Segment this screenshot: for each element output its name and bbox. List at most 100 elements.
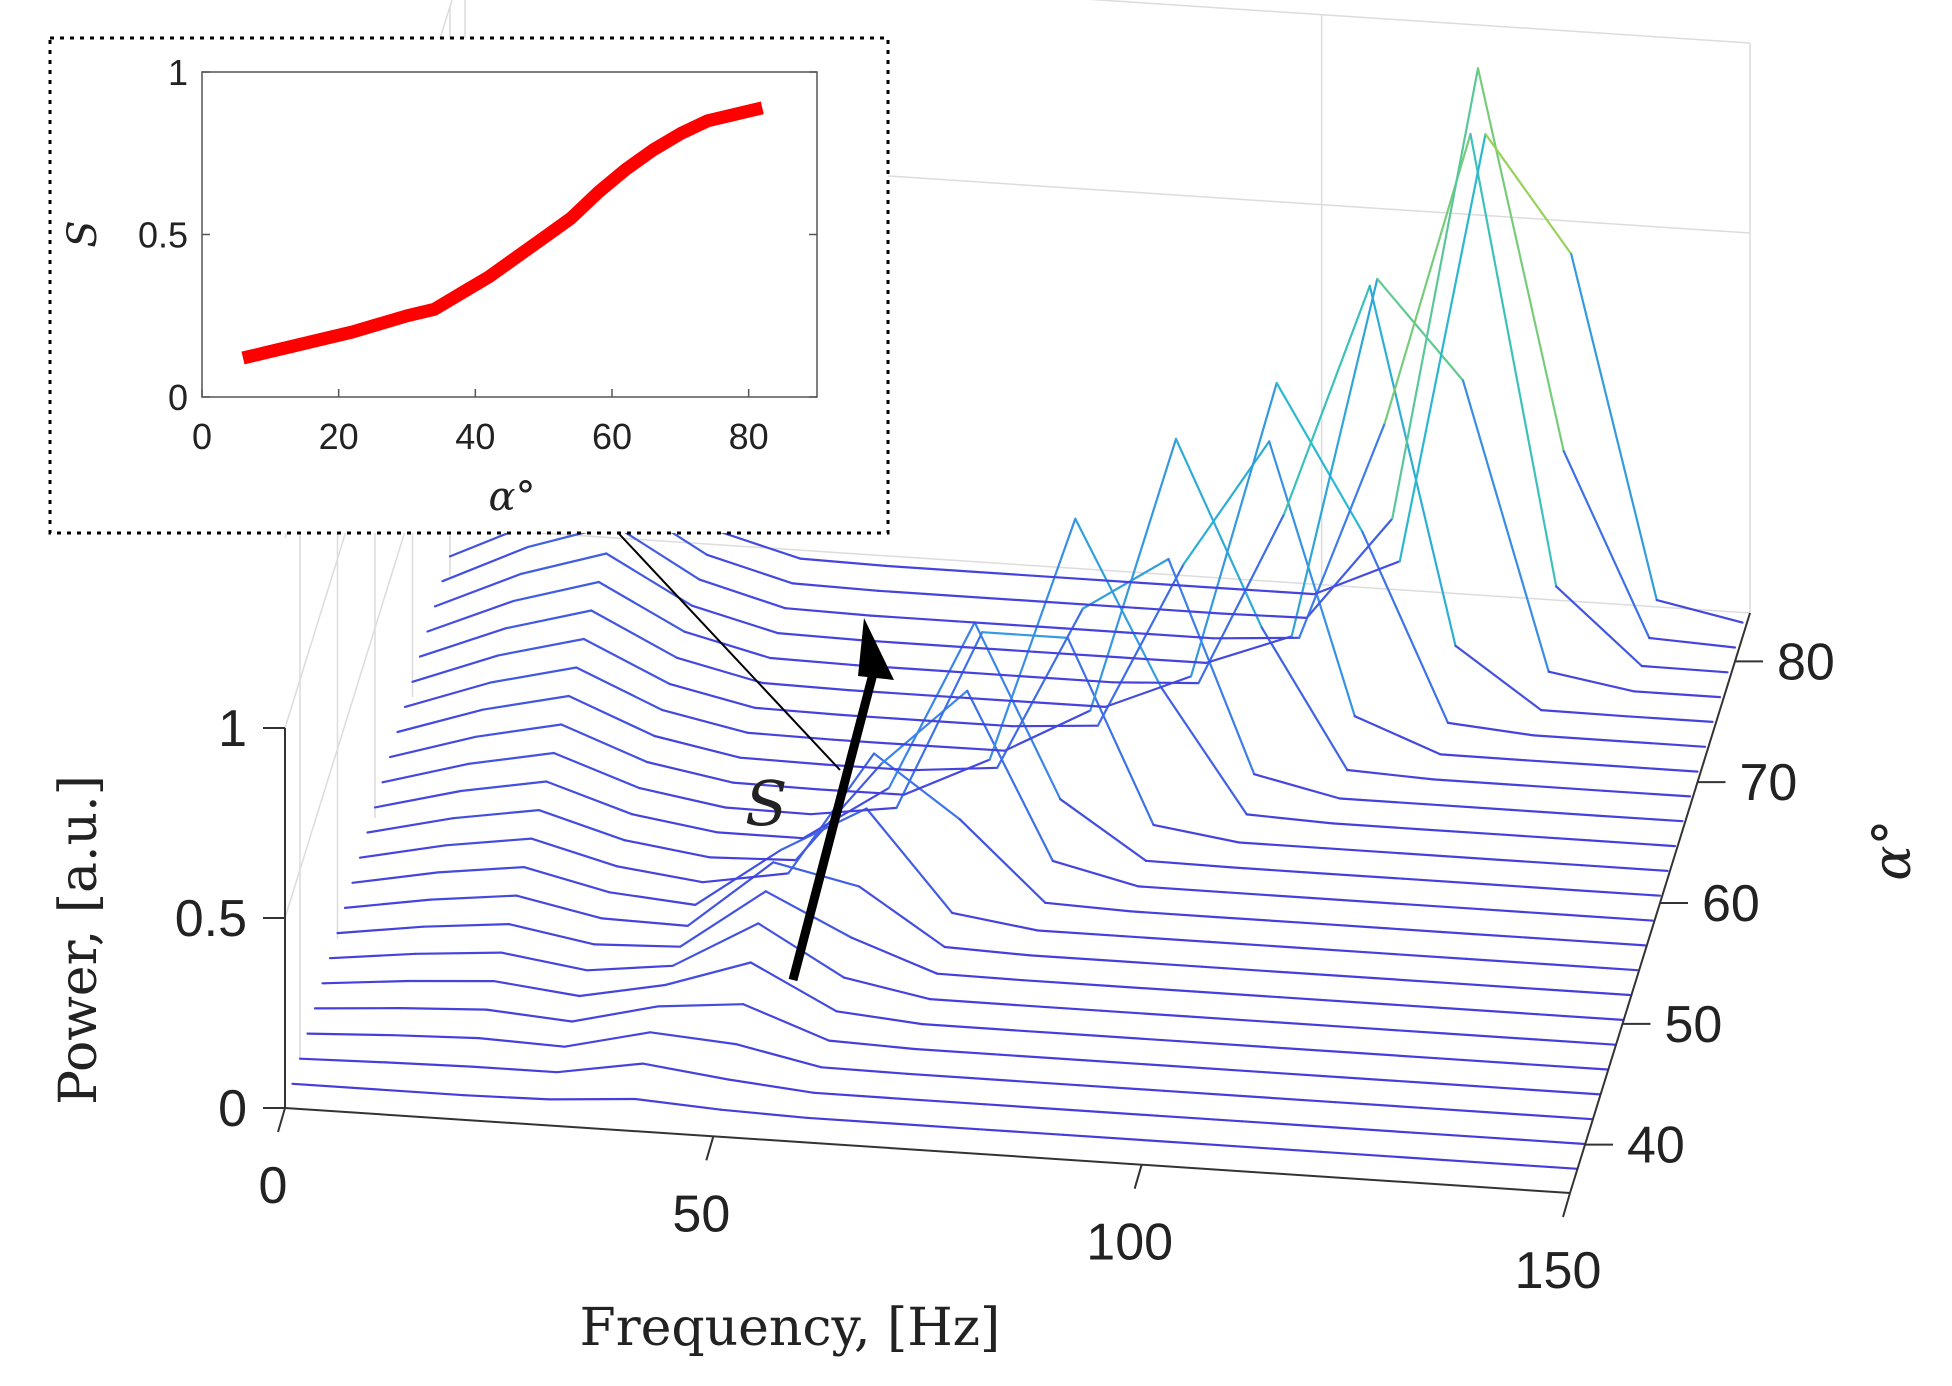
waterfall-segment: [731, 781, 820, 791]
waterfall-segment: [411, 654, 500, 683]
waterfall-segment: [608, 891, 697, 907]
waterfall-segment: [474, 723, 563, 738]
waterfall-segment: [1535, 1013, 1624, 1022]
waterfall-segment: [1033, 650, 1122, 659]
waterfall-segment: [754, 706, 842, 717]
waterfall-segment: [690, 604, 779, 635]
waterfall-segment: [1409, 852, 1498, 861]
waterfall-segment: [1550, 963, 1639, 972]
waterfall-segment: [1517, 783, 1606, 792]
waterfall-segment: [865, 807, 954, 915]
waterfall-segment: [1558, 938, 1647, 947]
waterfall-segment: [1648, 636, 1737, 649]
waterfall-segment: [1416, 827, 1505, 836]
waterfall-segment: [578, 983, 667, 998]
waterfall-segment: [489, 666, 578, 684]
waterfall-segment: [1334, 1101, 1423, 1109]
waterfall-segment: [902, 758, 991, 796]
waterfall-segment: [1256, 1070, 1345, 1079]
waterfall-segment: [1011, 724, 1099, 728]
waterfall-segment: [1513, 1087, 1602, 1096]
waterfall-segment: [433, 572, 522, 608]
waterfall-segment: [1174, 437, 1263, 629]
waterfall-segment: [377, 1088, 465, 1097]
waterfall-segment: [552, 751, 641, 790]
x-tick-label: 50: [672, 1185, 730, 1243]
inset-leader-line: [607, 521, 841, 771]
waterfall-segment: [1439, 753, 1528, 762]
waterfall-segment: [701, 872, 790, 884]
waterfall-segment: [1305, 517, 1394, 620]
waterfall-segment: [1290, 277, 1379, 638]
waterfall-segment: [1238, 841, 1326, 850]
waterfall-segment: [1562, 450, 1651, 640]
waterfall-segment: [973, 621, 1062, 801]
z-tick-label: 0: [218, 1080, 247, 1138]
trend-arrow-label: S: [745, 767, 787, 840]
waterfall-segment: [1193, 990, 1281, 999]
waterfall-segment: [1219, 612, 1308, 620]
x-axis-line: [284, 1107, 1571, 1194]
waterfall-segment: [381, 762, 470, 784]
waterfall-segment: [1141, 581, 1230, 590]
waterfall-segment: [597, 580, 686, 633]
waterfall-segment: [1200, 965, 1289, 974]
waterfall-segment: [746, 731, 835, 741]
waterfall-segment: [638, 786, 727, 809]
waterfall-segment: [429, 894, 518, 901]
waterfall-segment: [940, 669, 1029, 678]
waterfall-segment: [1286, 971, 1375, 980]
waterfall-segment: [343, 898, 432, 910]
waterfall-segment: [1104, 675, 1193, 709]
waterfall-segment: [1170, 1064, 1259, 1073]
waterfall-segment: [895, 631, 984, 810]
waterfall-segment: [1490, 1162, 1579, 1170]
waterfall-segment: [1215, 915, 1304, 924]
waterfall-segment: [1331, 822, 1420, 831]
annotation-group: S: [607, 521, 894, 982]
waterfall-segment: [943, 945, 1032, 957]
z-axis-title: Power, [a.u.]: [49, 775, 109, 1105]
waterfall-segment: [958, 818, 1047, 904]
waterfall-segment: [414, 951, 503, 955]
waterfall-segment: [392, 1034, 480, 1040]
waterfall-segment: [298, 1057, 387, 1064]
waterfall-series: [381, 631, 1669, 873]
waterfall-segment: [600, 917, 689, 928]
waterfall-segment: [504, 609, 593, 630]
waterfall-segment: [1570, 252, 1658, 602]
waterfall-segment: [555, 1062, 644, 1074]
waterfall-segment: [1044, 901, 1133, 913]
waterfall-segment: [1081, 557, 1170, 610]
waterfall-series: [306, 1031, 1594, 1121]
waterfall-segment: [1353, 715, 1442, 756]
waterfall-segment: [842, 976, 931, 1001]
waterfall-segment: [991, 1078, 1080, 1087]
waterfall-segment: [575, 666, 664, 712]
waterfall-segment: [1278, 996, 1367, 1005]
inset-x-tick-label: 80: [729, 416, 769, 457]
waterfall-segment: [749, 961, 838, 1013]
waterfall-lines: [291, 67, 1744, 1170]
waterfall-segment: [1469, 133, 1558, 588]
y-tick-label: 40: [1627, 1117, 1685, 1175]
waterfall-segment: [1144, 859, 1233, 869]
waterfall-segment: [1155, 1114, 1244, 1123]
waterfall-segment: [585, 964, 674, 972]
waterfall-series: [433, 277, 1722, 699]
waterfall-segment: [1580, 864, 1669, 873]
waterfall-segment: [582, 637, 671, 686]
waterfall-segment: [545, 780, 634, 816]
waterfall-segment: [1119, 656, 1208, 665]
waterfall-segment: [1096, 563, 1185, 727]
waterfall-segment: [1185, 1015, 1274, 1024]
waterfall-segment: [1427, 1081, 1516, 1090]
waterfall-segment: [351, 871, 440, 884]
waterfall-segment: [1487, 883, 1576, 892]
waterfall-segment: [1111, 681, 1200, 685]
waterfall-segment: [615, 865, 704, 884]
waterfall-segment: [444, 837, 533, 847]
waterfall-segment: [1006, 1028, 1095, 1037]
waterfall-segment: [932, 694, 1021, 703]
waterfall-segment: [1062, 1133, 1151, 1142]
